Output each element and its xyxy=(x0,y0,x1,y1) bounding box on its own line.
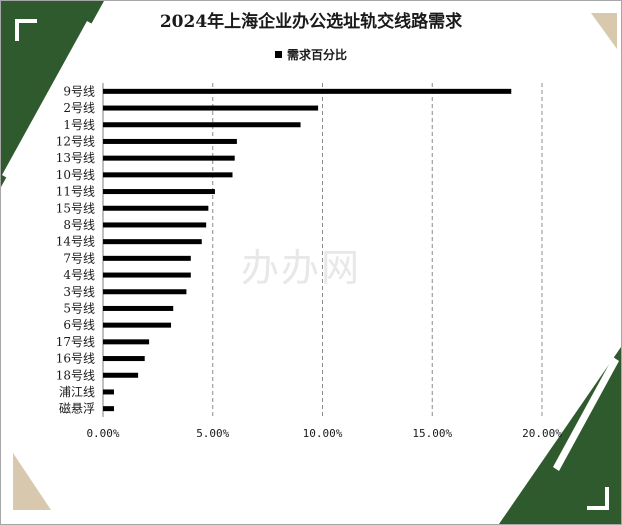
bar xyxy=(103,105,319,111)
bar xyxy=(103,122,301,128)
bar xyxy=(103,222,207,228)
category-label: 18号线 xyxy=(56,368,95,382)
bar xyxy=(103,406,114,412)
bar xyxy=(103,239,202,245)
bar xyxy=(103,339,150,345)
category-label: 3号线 xyxy=(63,285,95,299)
category-label: 1号线 xyxy=(63,118,95,132)
bottom-right-bracket xyxy=(587,487,609,510)
category-label: 7号线 xyxy=(63,251,95,265)
category-label: 11号线 xyxy=(56,185,95,199)
x-tick-label: 10.00% xyxy=(303,427,343,440)
chart-title: 2024年上海企业办公选址轨交线路需求 xyxy=(159,12,463,32)
top-right-tan-triangle xyxy=(591,13,617,49)
category-label: 磁悬浮 xyxy=(59,401,95,416)
x-tick-label: 0.00% xyxy=(86,427,119,440)
category-label: 5号线 xyxy=(63,301,95,315)
bar xyxy=(103,389,114,395)
bar xyxy=(103,138,237,144)
top-left-white-stripe xyxy=(2,21,94,179)
bar xyxy=(103,356,145,362)
bar xyxy=(103,272,191,278)
category-label: 15号线 xyxy=(56,201,95,215)
category-label: 10号线 xyxy=(56,168,95,182)
legend-swatch xyxy=(274,51,282,58)
category-label: 2号线 xyxy=(63,101,95,115)
category-label: 浦江线 xyxy=(59,385,95,399)
x-tick-label: 15.00% xyxy=(412,427,452,440)
category-label: 16号线 xyxy=(56,352,95,366)
bar xyxy=(103,172,233,178)
bar xyxy=(103,289,187,295)
x-tick-label: 5.00% xyxy=(196,427,229,440)
bar xyxy=(103,305,174,311)
watermark: 办办网 xyxy=(241,246,362,290)
bar xyxy=(103,322,172,328)
category-label: 8号线 xyxy=(63,218,95,232)
category-label: 17号线 xyxy=(56,335,95,349)
bar xyxy=(103,255,191,261)
legend-label: 需求百分比 xyxy=(286,48,347,62)
bottom-right-white-stripe xyxy=(553,357,619,471)
bar xyxy=(103,88,512,94)
bar xyxy=(103,189,215,195)
top-left-bracket xyxy=(15,19,37,41)
bar xyxy=(103,205,209,211)
bottom-right-green-corner xyxy=(499,347,621,524)
category-label: 6号线 xyxy=(63,318,95,332)
category-label: 13号线 xyxy=(56,151,95,165)
x-tick-label: 20.00% xyxy=(522,427,562,440)
category-label: 14号线 xyxy=(56,235,95,249)
category-label: 12号线 xyxy=(56,134,95,148)
legend: 需求百分比 xyxy=(1,46,621,63)
bar xyxy=(103,372,139,378)
category-label: 9号线 xyxy=(63,84,95,98)
bottom-left-tan-triangle xyxy=(13,453,51,510)
category-label: 4号线 xyxy=(63,268,95,282)
bar xyxy=(103,155,235,161)
